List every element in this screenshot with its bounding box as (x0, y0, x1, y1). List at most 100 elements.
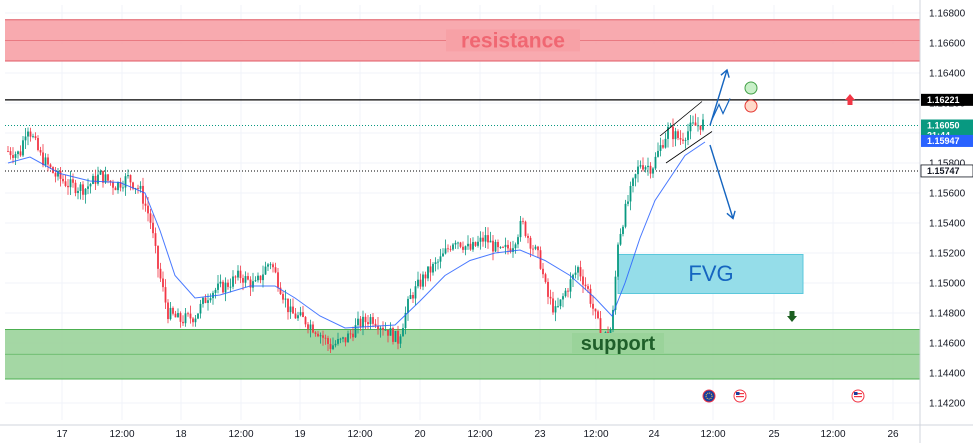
candle-body (22, 140, 24, 156)
candle-body (297, 315, 299, 319)
drawings-layer (659, 68, 865, 403)
candle-body (17, 151, 19, 155)
candle-body (367, 322, 369, 325)
candle-body (244, 276, 247, 283)
zone-fvg (618, 254, 803, 294)
candle-body (79, 184, 82, 191)
candle-body (624, 203, 627, 227)
price-tag-value: 1.16050 (927, 121, 960, 131)
zone-label-resistance: resistance (461, 29, 565, 52)
candle-body (589, 288, 592, 304)
candle-body (679, 138, 682, 140)
candle-body (352, 333, 354, 338)
levels-layer (5, 99, 920, 172)
candle-body (547, 281, 549, 297)
candle-body (154, 233, 157, 246)
candle-body (434, 262, 437, 264)
candle-body (214, 289, 217, 293)
candle-body (202, 297, 204, 304)
candle-body (682, 139, 684, 141)
candle-body (122, 187, 124, 189)
candle-body (322, 335, 324, 338)
candle-body (419, 279, 422, 287)
zone-label-bg-support (572, 333, 664, 354)
price-tag-background (921, 93, 973, 106)
candle-body (522, 220, 524, 222)
candle-body (619, 233, 622, 245)
candle-body (344, 337, 347, 343)
candle-body (172, 307, 174, 314)
candle-body (267, 264, 269, 267)
candle-body (407, 298, 409, 313)
zone-label-bg-resistance (446, 29, 580, 52)
candle-body (502, 247, 504, 248)
candle-body (542, 268, 544, 275)
price-tag-value: 1.15747 (927, 166, 960, 176)
time-tick-label: 25 (768, 429, 780, 440)
candle-body (64, 181, 67, 186)
channel-line-top (659, 101, 703, 137)
candle-body (634, 174, 637, 179)
candle-body (402, 327, 404, 337)
candle-body (317, 333, 319, 337)
candle-body (622, 226, 624, 234)
candle-body (507, 244, 509, 249)
candle-body (207, 300, 209, 303)
candle-body (587, 286, 589, 289)
candle-body (637, 166, 639, 175)
candle-body (219, 281, 222, 284)
candle-body (654, 156, 657, 169)
candle-body (57, 170, 59, 177)
candle-body (442, 253, 444, 257)
candle-body (437, 261, 439, 263)
candle-body (677, 131, 679, 139)
candle-body (422, 274, 424, 287)
candle-body (392, 328, 394, 342)
candle-body (482, 237, 484, 242)
candle-body (534, 246, 537, 249)
candle-body (657, 150, 659, 157)
candle-body (379, 327, 382, 330)
time-tick-label: 12:00 (467, 429, 492, 440)
candle-body (227, 282, 229, 287)
candle-body (249, 279, 252, 288)
moving-average-line (7, 141, 706, 329)
price-tick-label: 1.15000 (929, 279, 966, 290)
time-tick-label: 12:00 (109, 429, 134, 440)
candle-body (112, 182, 114, 188)
event-us-canton (736, 392, 740, 395)
candle-body (327, 338, 329, 344)
candle-body (192, 318, 194, 323)
candle-body (617, 244, 619, 277)
price-tag-background (920, 164, 973, 178)
candle-body (652, 168, 654, 174)
candle-body (59, 170, 62, 179)
price-tick-label: 1.14200 (929, 399, 966, 410)
candle-body (372, 317, 374, 324)
candle-body (162, 278, 164, 288)
candle-body (259, 275, 262, 281)
candle-body (42, 152, 44, 166)
candle-body (702, 119, 704, 130)
candle-body (312, 324, 314, 333)
candle-body (204, 297, 207, 303)
price-tick-label: 1.15200 (929, 249, 966, 260)
candle-body (319, 335, 322, 337)
candle-body (659, 145, 662, 151)
candle-body (487, 235, 489, 243)
candle-body (292, 306, 294, 314)
event-us-canton (854, 392, 858, 395)
candle-body (197, 313, 199, 319)
candle-body (252, 281, 254, 288)
candle-body (484, 235, 487, 242)
candle-body (194, 318, 197, 323)
candle-body (222, 281, 224, 293)
projection-arrow-down (709, 144, 734, 219)
candle-body (544, 274, 547, 282)
candle-body (569, 279, 572, 292)
candle-body (282, 294, 284, 300)
event-us-stripe (736, 393, 744, 395)
